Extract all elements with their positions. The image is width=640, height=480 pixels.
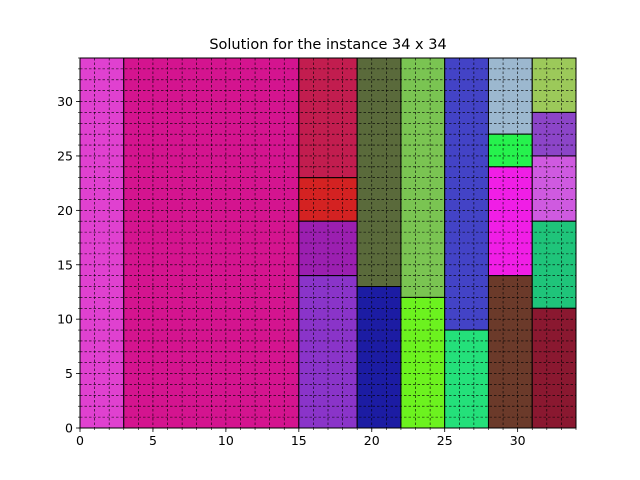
x-tick-label: 5	[149, 433, 157, 448]
y-tick-label: 30	[57, 94, 73, 109]
x-tick-label: 15	[291, 433, 307, 448]
y-tick-label: 10	[57, 312, 73, 327]
x-tick-label: 30	[510, 433, 526, 448]
x-tick-label: 10	[218, 433, 234, 448]
packed-rectangle-14	[487, 133, 533, 168]
y-tick-label: 20	[57, 203, 73, 218]
grid-layer	[80, 58, 576, 428]
y-tick-label: 5	[65, 366, 73, 381]
packed-rectangle-17	[531, 57, 577, 113]
x-tick-label: 0	[76, 433, 84, 448]
packed-rectangle-11	[444, 57, 489, 331]
packed-rectangle-8	[356, 286, 402, 429]
x-tick-label: 25	[437, 433, 453, 448]
x-tick-label: 20	[364, 433, 380, 448]
ticks-layer: 0 5 10 15 20 25 30 0 5 10 15 20 25 30	[57, 57, 577, 448]
y-tick-label: 25	[57, 148, 73, 163]
packed-rectangle-13	[487, 57, 533, 135]
packed-rectangle-7	[356, 57, 402, 288]
y-tick-label: 15	[57, 257, 73, 272]
chart-title: Solution for the instance 34 x 34	[209, 37, 446, 53]
y-tick-label: 0	[65, 421, 73, 436]
packed-rectangle-21	[531, 307, 577, 429]
packed-rectangle-12	[444, 329, 489, 429]
